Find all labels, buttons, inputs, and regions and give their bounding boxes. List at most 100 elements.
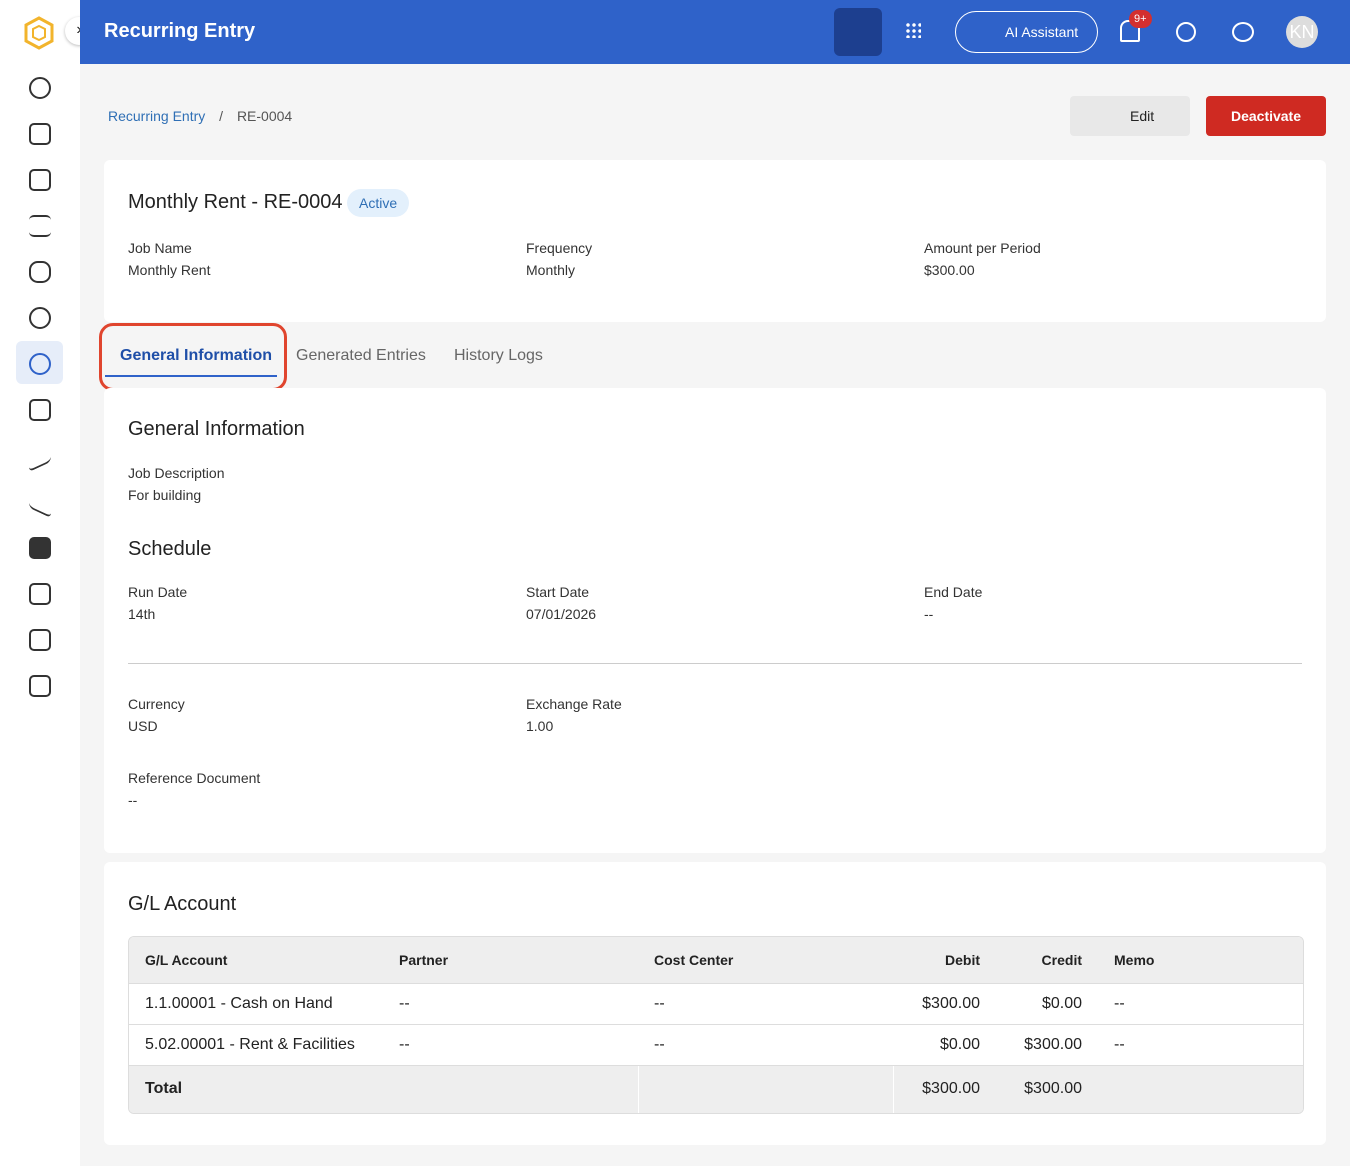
cell: 1.1.00001 - Cash on Hand: [129, 983, 383, 1025]
field-value: $300.00: [924, 262, 975, 278]
field-value: 14th: [128, 606, 156, 622]
cell: --: [638, 1024, 893, 1066]
cell: [1098, 1065, 1303, 1113]
nav-savings[interactable]: [29, 261, 51, 283]
field-label: Start Date: [526, 584, 590, 600]
column-header: Memo: [1098, 937, 1303, 984]
nav-schedule[interactable]: [29, 675, 51, 697]
field-label: End Date: [924, 584, 983, 600]
total-row: Total $300.00 $300.00: [129, 1065, 1303, 1113]
field-label: Amount per Period: [924, 240, 1041, 256]
field-value: --: [128, 792, 138, 808]
field-value: --: [924, 606, 934, 622]
cell: $300.00: [893, 983, 996, 1025]
nav-folder[interactable]: [29, 583, 51, 605]
ai-assistant-button[interactable]: AI Assistant: [955, 11, 1098, 53]
cell: --: [1098, 1024, 1303, 1066]
table-row: 1.1.00001 - Cash on Hand -- -- $300.00 $0.00…: [129, 983, 1303, 1025]
section-title: Schedule: [128, 538, 212, 560]
field: Reference Document --: [128, 770, 260, 808]
sidebar: [0, 0, 80, 1166]
page-title: Recurring Entry: [104, 20, 256, 42]
field-label: Job Description: [128, 465, 225, 481]
nav-shapes[interactable]: [29, 537, 51, 559]
header-row: G/L Account Partner Cost Center Debit Credit…: [129, 937, 1303, 984]
download-button[interactable]: [834, 8, 882, 56]
help[interactable]: [1176, 22, 1196, 42]
edit-button[interactable]: Edit: [1070, 96, 1190, 136]
nav-document[interactable]: [29, 169, 51, 191]
total-label: Total: [145, 1080, 183, 1098]
total-debit: $300.00: [922, 1080, 980, 1098]
field-value: USD: [128, 718, 158, 734]
column-header: Partner: [383, 937, 638, 984]
nav-list[interactable]: [29, 215, 51, 237]
nav-dashboard[interactable]: [29, 77, 51, 99]
field: Run Date 14th: [128, 584, 187, 622]
field: Job Description For building: [128, 465, 225, 503]
divider: [128, 663, 1302, 664]
field-label: Reference Document: [128, 770, 261, 786]
deactivate-button[interactable]: Deactivate: [1206, 96, 1326, 136]
cell: $0.00: [893, 1024, 996, 1066]
tab-active[interactable]: General Information: [120, 347, 273, 364]
topbar: Recurring Entry AI Assistant 9+ KN: [80, 0, 1350, 64]
column-header: Debit: [893, 937, 996, 984]
field-label: Frequency: [526, 240, 593, 256]
field-value: For building: [128, 487, 202, 503]
notification-badge: 9+: [1129, 10, 1152, 28]
field-value: Monthly Rent: [128, 262, 211, 278]
chat[interactable]: [1232, 22, 1254, 42]
total-credit: $300.00: [1024, 1080, 1082, 1098]
gl-table: G/L Account Partner Cost Center Debit Credit…: [129, 937, 1303, 1113]
cell: [638, 1065, 894, 1113]
field-value: 1.00: [526, 718, 554, 734]
logo: [24, 16, 54, 50]
nav-lock[interactable]: [29, 399, 51, 421]
nav-chart[interactable]: [29, 629, 51, 651]
cell: $300.00: [996, 1024, 1098, 1066]
tab[interactable]: Generated Entries: [296, 347, 426, 364]
field: Frequency Monthly: [526, 240, 592, 278]
nav-money[interactable]: [29, 307, 51, 329]
column-header: Cost Center: [638, 937, 893, 984]
nav-calendar[interactable]: [29, 123, 51, 145]
cell: $0.00: [996, 983, 1098, 1025]
nav-down[interactable]: [29, 485, 51, 519]
breadcrumb-sep: /: [219, 108, 224, 124]
table-row: 5.02.00001 - Rent & Facilities -- -- $0.00 $…: [129, 1024, 1303, 1066]
tab[interactable]: History Logs: [454, 347, 543, 364]
column-header: G/L Account: [129, 937, 383, 984]
field: End Date --: [924, 584, 982, 622]
summary-title: Monthly Rent - RE-0004: [128, 191, 343, 213]
field: Exchange Rate 1.00: [526, 696, 622, 734]
cell: --: [383, 983, 638, 1025]
gl-table-wrap: G/L Account Partner Cost Center Debit Credit…: [128, 936, 1304, 1114]
section-title: General Information: [128, 418, 305, 440]
column-header: Credit: [996, 937, 1098, 984]
breadcrumb: Recurring Entry / RE-0004: [108, 108, 292, 124]
avatar[interactable]: KN: [1286, 16, 1318, 48]
status-badge: Active: [347, 189, 410, 217]
nav-up[interactable]: [29, 439, 51, 473]
general-card: General Information Job Description For b…: [104, 388, 1326, 853]
cell: --: [383, 1024, 638, 1066]
field: Amount per Period $300.00: [924, 240, 1041, 278]
breadcrumb-link[interactable]: Recurring Entry: [108, 108, 206, 124]
cell: --: [638, 983, 893, 1025]
summary-card: Monthly Rent - RE-0004 Active Job Name Mo…: [104, 160, 1326, 322]
field-label: Job Name: [128, 240, 192, 256]
apps-button[interactable]: [905, 22, 921, 38]
gl-card: G/L Account G/L Account Partner Cost Cente…: [104, 862, 1326, 1145]
field-label: Exchange Rate: [526, 696, 622, 712]
cell: [383, 1065, 639, 1113]
field: Currency USD: [128, 696, 185, 734]
field-label: Currency: [128, 696, 185, 712]
field-label: Run Date: [128, 584, 188, 600]
nav-recurring[interactable]: [29, 353, 51, 375]
field-value: Monthly: [526, 262, 576, 278]
field: Start Date 07/01/2026: [526, 584, 596, 622]
cell: 5.02.00001 - Rent & Facilities: [129, 1024, 383, 1066]
